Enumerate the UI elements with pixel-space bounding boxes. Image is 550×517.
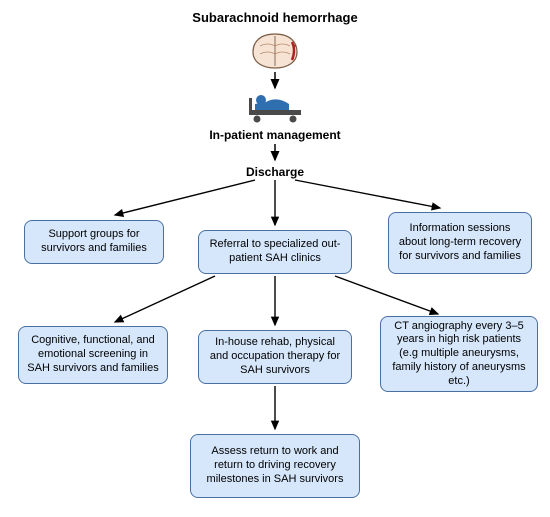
- title-label: Subarachnoid hemorrhage: [0, 10, 550, 25]
- box-ct-text: CT angiography every 3–5 years in high r…: [389, 320, 529, 389]
- box-support-text: Support groups for survivors and familie…: [33, 228, 155, 256]
- box-referral-text: Referral to specialized out-patient SAH …: [207, 238, 343, 266]
- box-rehab: In-house rehab, physical and occupation …: [198, 330, 352, 384]
- box-assess-text: Assess return to work and return to driv…: [199, 445, 351, 486]
- patient-bed-icon: [247, 92, 303, 124]
- box-info: Information sessions about long-term rec…: [388, 212, 532, 274]
- brain-icon: [250, 32, 300, 70]
- inpatient-label: In-patient management: [0, 128, 550, 142]
- box-info-text: Information sessions about long-term rec…: [397, 222, 523, 263]
- box-screening: Cognitive, functional, and emotional scr…: [18, 326, 168, 384]
- box-assess: Assess return to work and return to driv…: [190, 434, 360, 498]
- box-support: Support groups for survivors and familie…: [24, 220, 164, 264]
- box-screening-text: Cognitive, functional, and emotional scr…: [27, 334, 159, 375]
- box-referral: Referral to specialized out-patient SAH …: [198, 230, 352, 274]
- discharge-label: Discharge: [0, 165, 550, 179]
- box-rehab-text: In-house rehab, physical and occupation …: [207, 336, 343, 377]
- box-ct: CT angiography every 3–5 years in high r…: [380, 316, 538, 392]
